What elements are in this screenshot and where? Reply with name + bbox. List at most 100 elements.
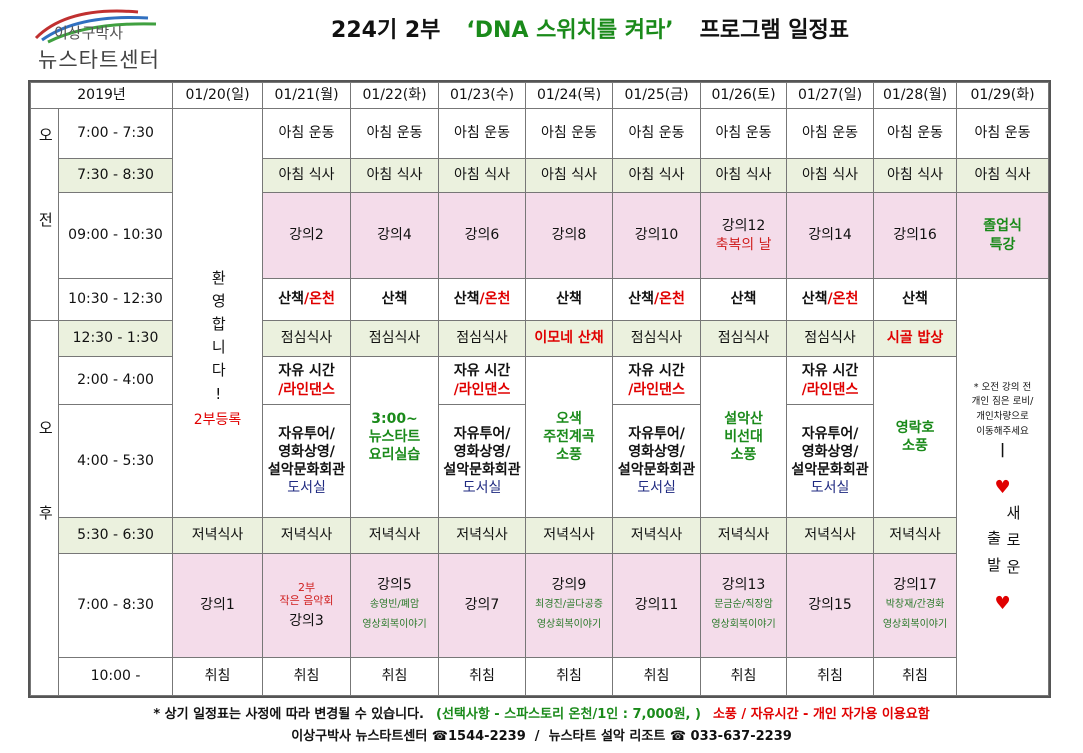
cell-line: 영상회복이야기 [882,618,948,630]
table-cell: 저녁식사 [786,517,875,554]
registration: 2부등록 [193,412,242,429]
cell-line: 소풍 [556,447,582,464]
cell-text: 아침 식사 [715,167,772,184]
cell-text: 아침 식사 [366,167,423,184]
logo-line1: 이상구박사 [54,24,124,42]
table-cell: 01/27(일) [786,82,875,109]
table-cell: 자유투어/영화상영/설악문화회관 도서실 [786,404,875,518]
cell-text: 저녁식사 [804,527,856,544]
cell-line: /라인댄스 [453,381,511,398]
cell-line: 도서실 [810,480,850,497]
table-cell: 점심식사 [700,320,788,357]
cell-line: 오색 [556,410,582,427]
footer-line2: 이상구박사 뉴스타트센터 ☎1544-2239 / 뉴스타트 설악 리조트 ☎ … [291,729,792,744]
table-cell: 저녁식사 [525,517,614,554]
cell-line: 설악문화회관 [617,462,696,478]
table-cell: 강의13 문금순/직장암 영상회복이야기 [700,553,788,658]
table-cell: 점심식사 [438,320,527,357]
cell-text: 강의14 [808,227,852,244]
cell-line: 최경진/골다공증 [535,598,603,610]
cell-line: 자유 시간 [278,363,335,380]
table-cell: 강의15 [786,553,875,658]
table-cell: 취침 [262,657,352,696]
table-cell: 취침 [612,657,702,696]
cell-text: 아침 식사 [541,167,597,184]
table-cell: 강의17 박창재/간경화 영상회복이야기 [873,553,958,658]
cell-text: 아침 운동 [887,125,943,142]
table-cell: 취침 [350,657,440,696]
table-cell: 01/29(화) [956,82,1050,109]
table-cell: 자유 시간/라인댄스 [612,356,702,405]
table-cell: 오색 주전계곡 소풍 [525,356,614,518]
cell-text: 강의2 [289,227,324,244]
cell-line: 설악문화회관 [791,462,869,478]
table-cell: 아침 식사 [438,158,527,193]
table-cell: 7:00 - 8:30 [57,553,174,658]
cell-line: 3:00~ [371,410,418,427]
cell-line: 설악문화회관 [443,462,521,478]
cell-line: 산책 [628,291,654,308]
cell-text: 아침 식사 [974,167,1031,184]
table-cell: 취침 [700,657,788,696]
table-cell: 저녁식사 [172,517,264,554]
cell-line: 2부 [297,581,316,595]
cell-text: 아침 식사 [802,167,858,184]
cell-line: 산책 [278,291,304,308]
table-cell: 2:00 - 4:00 [57,356,174,405]
table-cell: 01/23(수) [438,82,527,109]
text: 개인 짐은 로비/ [971,396,1034,408]
cell-line: 강의13 [721,577,766,594]
table-row: 2:00 - 4:00 자유 시간/라인댄스 3:00~ 뉴스타트 요리실습 자유 시간… [31,356,1049,518]
title-part: ‘DNA 스위치를 켜라’ [466,18,674,43]
table-cell: 산책 [873,278,958,321]
cell-line: 자유투어/ [801,425,859,442]
table-cell: 7:30 - 8:30 [57,158,174,193]
table-cell: 강의8 [525,192,614,279]
cell-line: 자유 시간 [453,363,511,380]
cell-text: 저녁식사 [717,527,770,544]
table-cell: 아침 운동 [262,108,352,159]
cell-line: /온천 [827,291,859,308]
cell-line: 자유투어/ [278,425,335,442]
cell-line: 영락호 [895,419,935,436]
table-cell: 아침 식사 [956,158,1050,193]
table-cell: 취침 [438,657,527,696]
table-cell: 저녁식사 [262,517,352,554]
cell-text: 점심식사 [368,330,421,347]
table-cell: 01/25(금) [612,82,702,109]
cell-text: 아침 운동 [541,125,597,142]
cell-text: 산책 [556,291,582,308]
table-cell: 10:30 - 12:30 [57,278,174,321]
cell-text: 저녁식사 [280,527,333,544]
cell-line: 도서실 [462,480,502,497]
cell-text: 강의8 [551,227,587,244]
table-cell: 01/21(월) [262,82,352,109]
cell-text: 아침 운동 [278,125,335,142]
cell-text: 아침 운동 [974,125,1031,142]
text: 이동해주세요 [976,425,1029,437]
cell-line: /라인댄스 [278,381,335,398]
cell-text: 아침 식사 [454,167,510,184]
cell-line: 영화상영/ [628,443,685,460]
cell-line: 자유투어/ [453,425,511,442]
table-cell: 저녁식사 [612,517,702,554]
cell-line: 특강 [989,236,1016,253]
cell-text: 강의15 [808,597,852,614]
table-cell: 01/24(목) [525,82,614,109]
table-cell: 취침 [786,657,875,696]
table-cell: 아침 식사 [612,158,702,193]
table-row: 4:00 - 5:30 자유투어/영화상영/설악문화회관 도서실 자유투어/영화상영… [31,404,1049,518]
cell-text: 취침 [643,668,670,685]
cell-text: 저녁식사 [456,527,508,544]
table-cell: 산책 [525,278,614,321]
table-cell: 4:00 - 5:30 [57,404,174,518]
cell-line: /온천 [479,291,511,308]
cell-text: 저녁식사 [889,527,941,544]
cell-line: 문금순/직장암 [714,598,773,610]
table-cell: 아침 운동 [612,108,702,159]
table-cell: 자유투어/영화상영/설악문화회관 도서실 [262,404,352,518]
cell-text: 아침 운동 [715,125,772,142]
table-row: 2019년 01/20(일) 01/21(월) 01/22(화) 01/23(수) 01… [29,82,1050,109]
cell-text: 취침 [381,668,408,685]
table-cell: 저녁식사 [438,517,527,554]
